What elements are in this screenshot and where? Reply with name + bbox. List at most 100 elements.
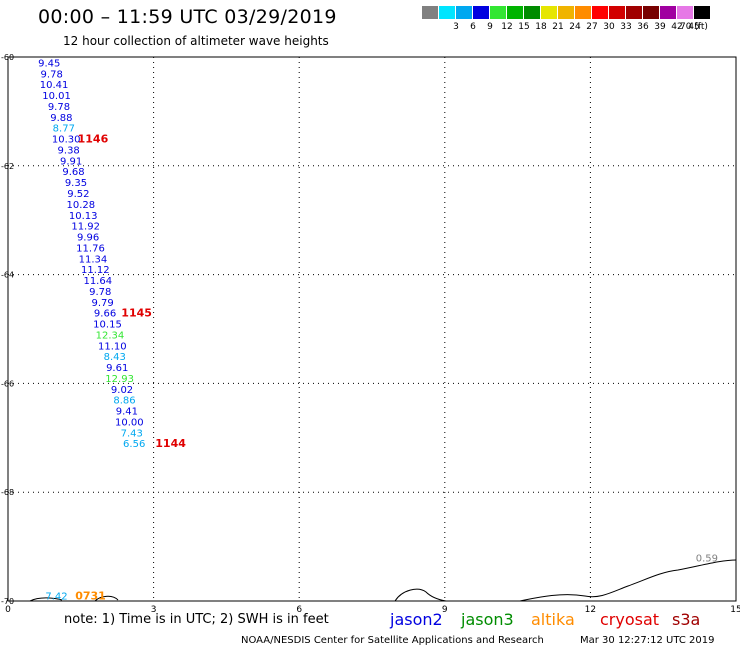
colorbar-swatch [592,6,608,19]
wave-height-label: 8.77 [53,124,75,135]
wave-height-label: 9.61 [106,363,128,374]
colorbar-tick-label: 33 [620,22,632,32]
wave-height-label: 9.96 [77,233,99,244]
colorbar-tick-label: 18 [535,22,547,32]
wave-height-label: 10.13 [69,211,98,222]
wave-height-label: 6.56 [123,439,145,450]
y-tick-label: -60 [1,53,14,62]
colorbar-tick-label: 9 [487,22,493,32]
wave-height-label: 8.43 [104,352,126,363]
wave-height-label: 11.76 [76,243,105,254]
wave-height-label: 10.01 [42,91,71,102]
wave-height-label: 7.43 [121,428,143,439]
x-tick-label: 3 [151,605,157,615]
wave-height-label: 9.35 [65,178,87,189]
colorbar-swatch [439,6,455,19]
x-tick-label: 15 [730,605,740,615]
wave-height-label: 10.28 [66,200,95,211]
colorbar-swatch [507,6,523,19]
wave-height-label: 8.86 [113,396,135,407]
legend-s3a: s3a [672,610,701,629]
wave-height-label: 10.00 [115,417,144,428]
wave-height-label: 9.78 [48,102,70,113]
colorbar-tick-label: 3 [453,22,459,32]
colorbar-tick-label: 36 [637,22,649,32]
y-tick-label: -66 [1,379,14,388]
colorbar-swatch [541,6,557,19]
colorbar-tick-label: 42 [671,22,683,32]
wave-height-label: 9.88 [50,113,72,124]
colorbar-tick-label: 6 [470,22,476,32]
wave-height-label: 10.15 [93,320,122,331]
wave-height-label: 9.02 [111,385,133,396]
wave-height-label: 10.41 [40,80,69,91]
colorbar-tick-label: 39 [654,22,666,32]
colorbar-unit-label: 70 (ft) [680,22,708,32]
colorbar-tick-label: 45 [688,22,700,32]
colorbar-swatch [456,6,472,19]
footer-note: note: 1) Time is in UTC; 2) SWH is in fe… [64,612,329,627]
wave-height-label: 9.78 [41,69,63,80]
coastline [29,559,737,602]
wave-height-label: 9.66 [94,309,116,320]
legend-cryosat: cryosat [600,610,660,629]
wave-height-label: 0.59 [696,553,718,564]
legend-altika: altika [531,610,575,629]
y-tick-label: -62 [1,162,14,171]
wave-height-label: 10.30 [52,135,81,146]
colorbar-tick-label: 15 [518,22,530,32]
wave-height-label: 9.38 [58,145,80,156]
colorbar-swatch [677,6,693,19]
y-tick-label: -64 [1,271,14,280]
colorbar-swatch [643,6,659,19]
plot-frame [7,56,737,602]
colorbar-swatch [626,6,642,19]
colorbar-tick-label: 30 [603,22,615,32]
time-label: 0731 [75,590,106,603]
time-label: 1144 [155,437,186,450]
wave-height-label: 11.10 [98,341,127,352]
legend-jason2: jason2 [390,610,443,629]
colorbar-swatch [473,6,489,19]
colorbar-tick-label: 24 [569,22,581,32]
y-tick-label: -70 [1,597,14,606]
colorbar-tick-label: 21 [552,22,564,32]
timestamp: Mar 30 12:27:12 UTC 2019 [580,635,715,646]
wave-height-label: 11.34 [79,254,108,265]
colorbar-swatch [694,6,710,19]
credit-line: NOAA/NESDIS Center for Satellite Applica… [241,635,544,646]
wave-height-label: 11.64 [83,276,112,287]
colorbar-swatch [575,6,591,19]
x-tick-label: 9 [442,605,448,615]
colorbar-swatch [524,6,540,19]
wave-height-label: 12.93 [105,374,134,385]
x-tick-label: 6 [296,605,302,615]
wave-height-label: 9.41 [116,407,138,418]
wave-height-label: 11.12 [81,265,110,276]
colorbar-swatch [609,6,625,19]
page-subtitle: 12 hour collection of altimeter wave hei… [63,34,329,48]
wave-height-label: 7.42 [45,592,67,603]
time-label: 1145 [121,307,152,320]
wave-height-label: 9.68 [62,167,84,178]
y-tick-label: -68 [1,488,14,497]
x-tick-label: 12 [585,605,596,615]
colorbar-tick-label: 27 [586,22,598,32]
wave-height-label: 12.34 [96,330,125,341]
wave-height-label: 9.78 [89,287,111,298]
colorbar-swatch [490,6,506,19]
wave-height-label: 9.91 [60,156,82,167]
colorbar-swatch [660,6,676,19]
wave-height-label: 9.45 [38,58,60,69]
colorbar-swatch [558,6,574,19]
wave-height-label: 11.92 [71,222,100,233]
wave-height-label: 9.52 [67,189,89,200]
colorbar-swatch [422,6,438,19]
page-title: 00:00 – 11:59 UTC 03/29/2019 [38,6,337,28]
colorbar-tick-label: 12 [501,22,513,32]
wave-height-label: 9.79 [92,298,114,309]
legend-jason3: jason3 [461,610,514,629]
x-tick-label: 0 [5,605,11,615]
time-label: 1146 [78,133,109,146]
